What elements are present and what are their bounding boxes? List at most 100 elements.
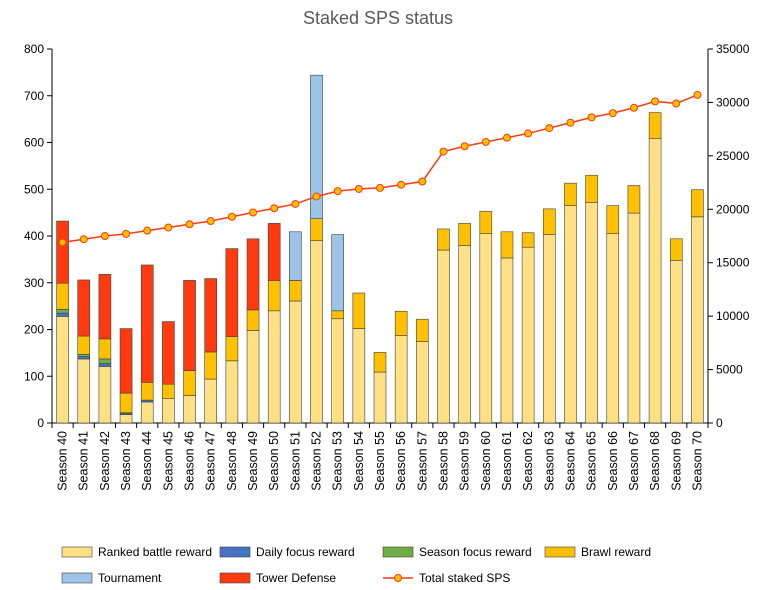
line-series-group	[58, 90, 702, 247]
bar-brawl-reward	[627, 185, 641, 214]
bar-ranked-battle-reward	[627, 212, 641, 424]
y-tick-label: 700	[24, 89, 44, 103]
total-staked-sps-point	[502, 133, 511, 142]
y2-tick-label: 0	[716, 416, 723, 430]
bar-brawl-reward	[606, 205, 620, 234]
bar-tournament	[289, 231, 302, 281]
category-label: Season 61	[500, 431, 514, 491]
y-tick-label: 300	[24, 276, 44, 290]
bar-ranked-battle-reward	[437, 249, 450, 424]
bar-ranked-battle-reward	[648, 137, 662, 424]
y-tick-label: 400	[24, 229, 44, 243]
bar-brawl-reward	[204, 351, 218, 380]
legend-swatch-marker	[394, 574, 402, 582]
legend-label-tower-defense: Tower Defense	[256, 571, 336, 585]
category-label: Season 52	[310, 431, 324, 491]
bar-brawl-reward	[458, 223, 471, 246]
total-staked-sps-point	[312, 192, 321, 201]
category-label: Season 55	[373, 431, 387, 491]
bar-ranked-battle-reward	[458, 245, 471, 424]
total-staked-sps-point	[333, 187, 342, 196]
total-staked-sps-point	[270, 204, 279, 213]
total-staked-sps-point	[672, 99, 681, 108]
bar-ranked-battle-reward	[500, 257, 514, 424]
legend-label-ranked-battle-reward: Ranked battle reward	[98, 545, 212, 559]
bar-ranked-battle-reward	[225, 360, 239, 424]
bar-brawl-reward	[352, 292, 366, 329]
bar-daily-focus-reward	[98, 363, 112, 367]
y2-tick-label: 20000	[716, 202, 750, 216]
category-label: Season 68	[648, 431, 662, 491]
category-label: Season 53	[331, 431, 345, 491]
bar-season-focus-reward	[56, 309, 69, 314]
total-staked-sps-point	[249, 208, 258, 217]
total-staked-sps-point	[651, 97, 660, 106]
legend-swatch-season-focus-reward	[382, 546, 414, 558]
bar-season-focus-reward	[77, 353, 91, 357]
category-labels: Season 40 Season 41 Season 42 Season 43 Seas…	[56, 431, 705, 491]
total-staked-sps-point	[164, 223, 173, 232]
bar-ranked-battle-reward	[162, 398, 175, 424]
chart-legend: Ranked battle reward Daily focus reward Se…	[61, 545, 651, 585]
bar-brawl-reward	[183, 370, 196, 396]
bar-ranked-battle-reward	[56, 316, 69, 424]
bar-brawl-reward	[585, 174, 598, 203]
total-staked-sps-point	[185, 220, 194, 229]
bar-ranked-battle-reward	[585, 202, 598, 424]
bar-brawl-reward	[310, 218, 323, 241]
category-label: Season 43	[119, 431, 133, 491]
total-staked-sps-point	[397, 180, 406, 189]
bar-ranked-battle-reward	[606, 233, 620, 424]
bar-daily-focus-reward	[56, 312, 69, 317]
total-staked-sps-point	[79, 235, 88, 244]
y-tick-label: 600	[24, 136, 44, 150]
category-label: Season 40	[56, 431, 70, 491]
bar-ranked-battle-reward	[691, 216, 704, 424]
bar-brawl-reward	[162, 383, 175, 399]
bar-ranked-battle-reward	[416, 341, 429, 424]
legend-swatch-ranked-battle-reward	[61, 546, 93, 558]
bar-ranked-battle-reward	[98, 366, 112, 424]
category-label: Season 54	[352, 431, 366, 491]
bar-brawl-reward	[416, 318, 429, 342]
category-label: Season 63	[542, 431, 556, 491]
bar-tower-defense	[225, 248, 239, 337]
y2-tick-label: 5000	[716, 363, 743, 377]
category-label: Season 65	[585, 431, 599, 491]
bar-brawl-reward	[140, 382, 154, 401]
total-staked-sps-point	[608, 109, 617, 118]
y-tick-label: 0	[37, 416, 44, 430]
category-label: Season 44	[140, 431, 154, 491]
bar-ranked-battle-reward	[267, 310, 281, 424]
bar-tower-defense	[140, 264, 154, 383]
bar-brawl-reward	[542, 208, 556, 235]
category-label: Season 42	[98, 431, 112, 491]
bar-tournament	[310, 74, 323, 220]
legend-label-brawl-reward: Brawl reward	[581, 545, 651, 559]
total-staked-sps-point	[122, 229, 131, 238]
bar-ranked-battle-reward	[373, 371, 387, 424]
bar-brawl-reward	[394, 310, 408, 336]
legend-swatch-tournament	[61, 572, 93, 584]
category-label: Season 51	[288, 431, 302, 491]
bar-season-focus-reward	[98, 358, 112, 364]
bar-ranked-battle-reward	[521, 246, 535, 424]
category-label: Season 67	[627, 431, 641, 491]
bar-tournament	[331, 234, 344, 312]
total-staked-sps-point	[227, 212, 236, 221]
bar-tower-defense	[56, 220, 69, 284]
bar-brawl-reward	[267, 280, 281, 312]
bar-brawl-reward	[479, 210, 493, 234]
category-label: Season 58	[436, 431, 450, 491]
bar-ranked-battle-reward	[204, 378, 218, 424]
bar-brawl-reward	[564, 182, 577, 206]
category-label: Season 60	[479, 431, 493, 491]
bar-ranked-battle-reward	[394, 335, 408, 424]
total-staked-sps-point	[545, 124, 554, 133]
y2-tick-label: 10000	[716, 309, 750, 323]
bar-brawl-reward	[331, 310, 344, 320]
bar-brawl-reward	[521, 232, 535, 248]
y2-tick-label: 25000	[716, 149, 750, 163]
total-staked-sps-point	[376, 183, 384, 192]
bar-tower-defense	[119, 328, 133, 394]
